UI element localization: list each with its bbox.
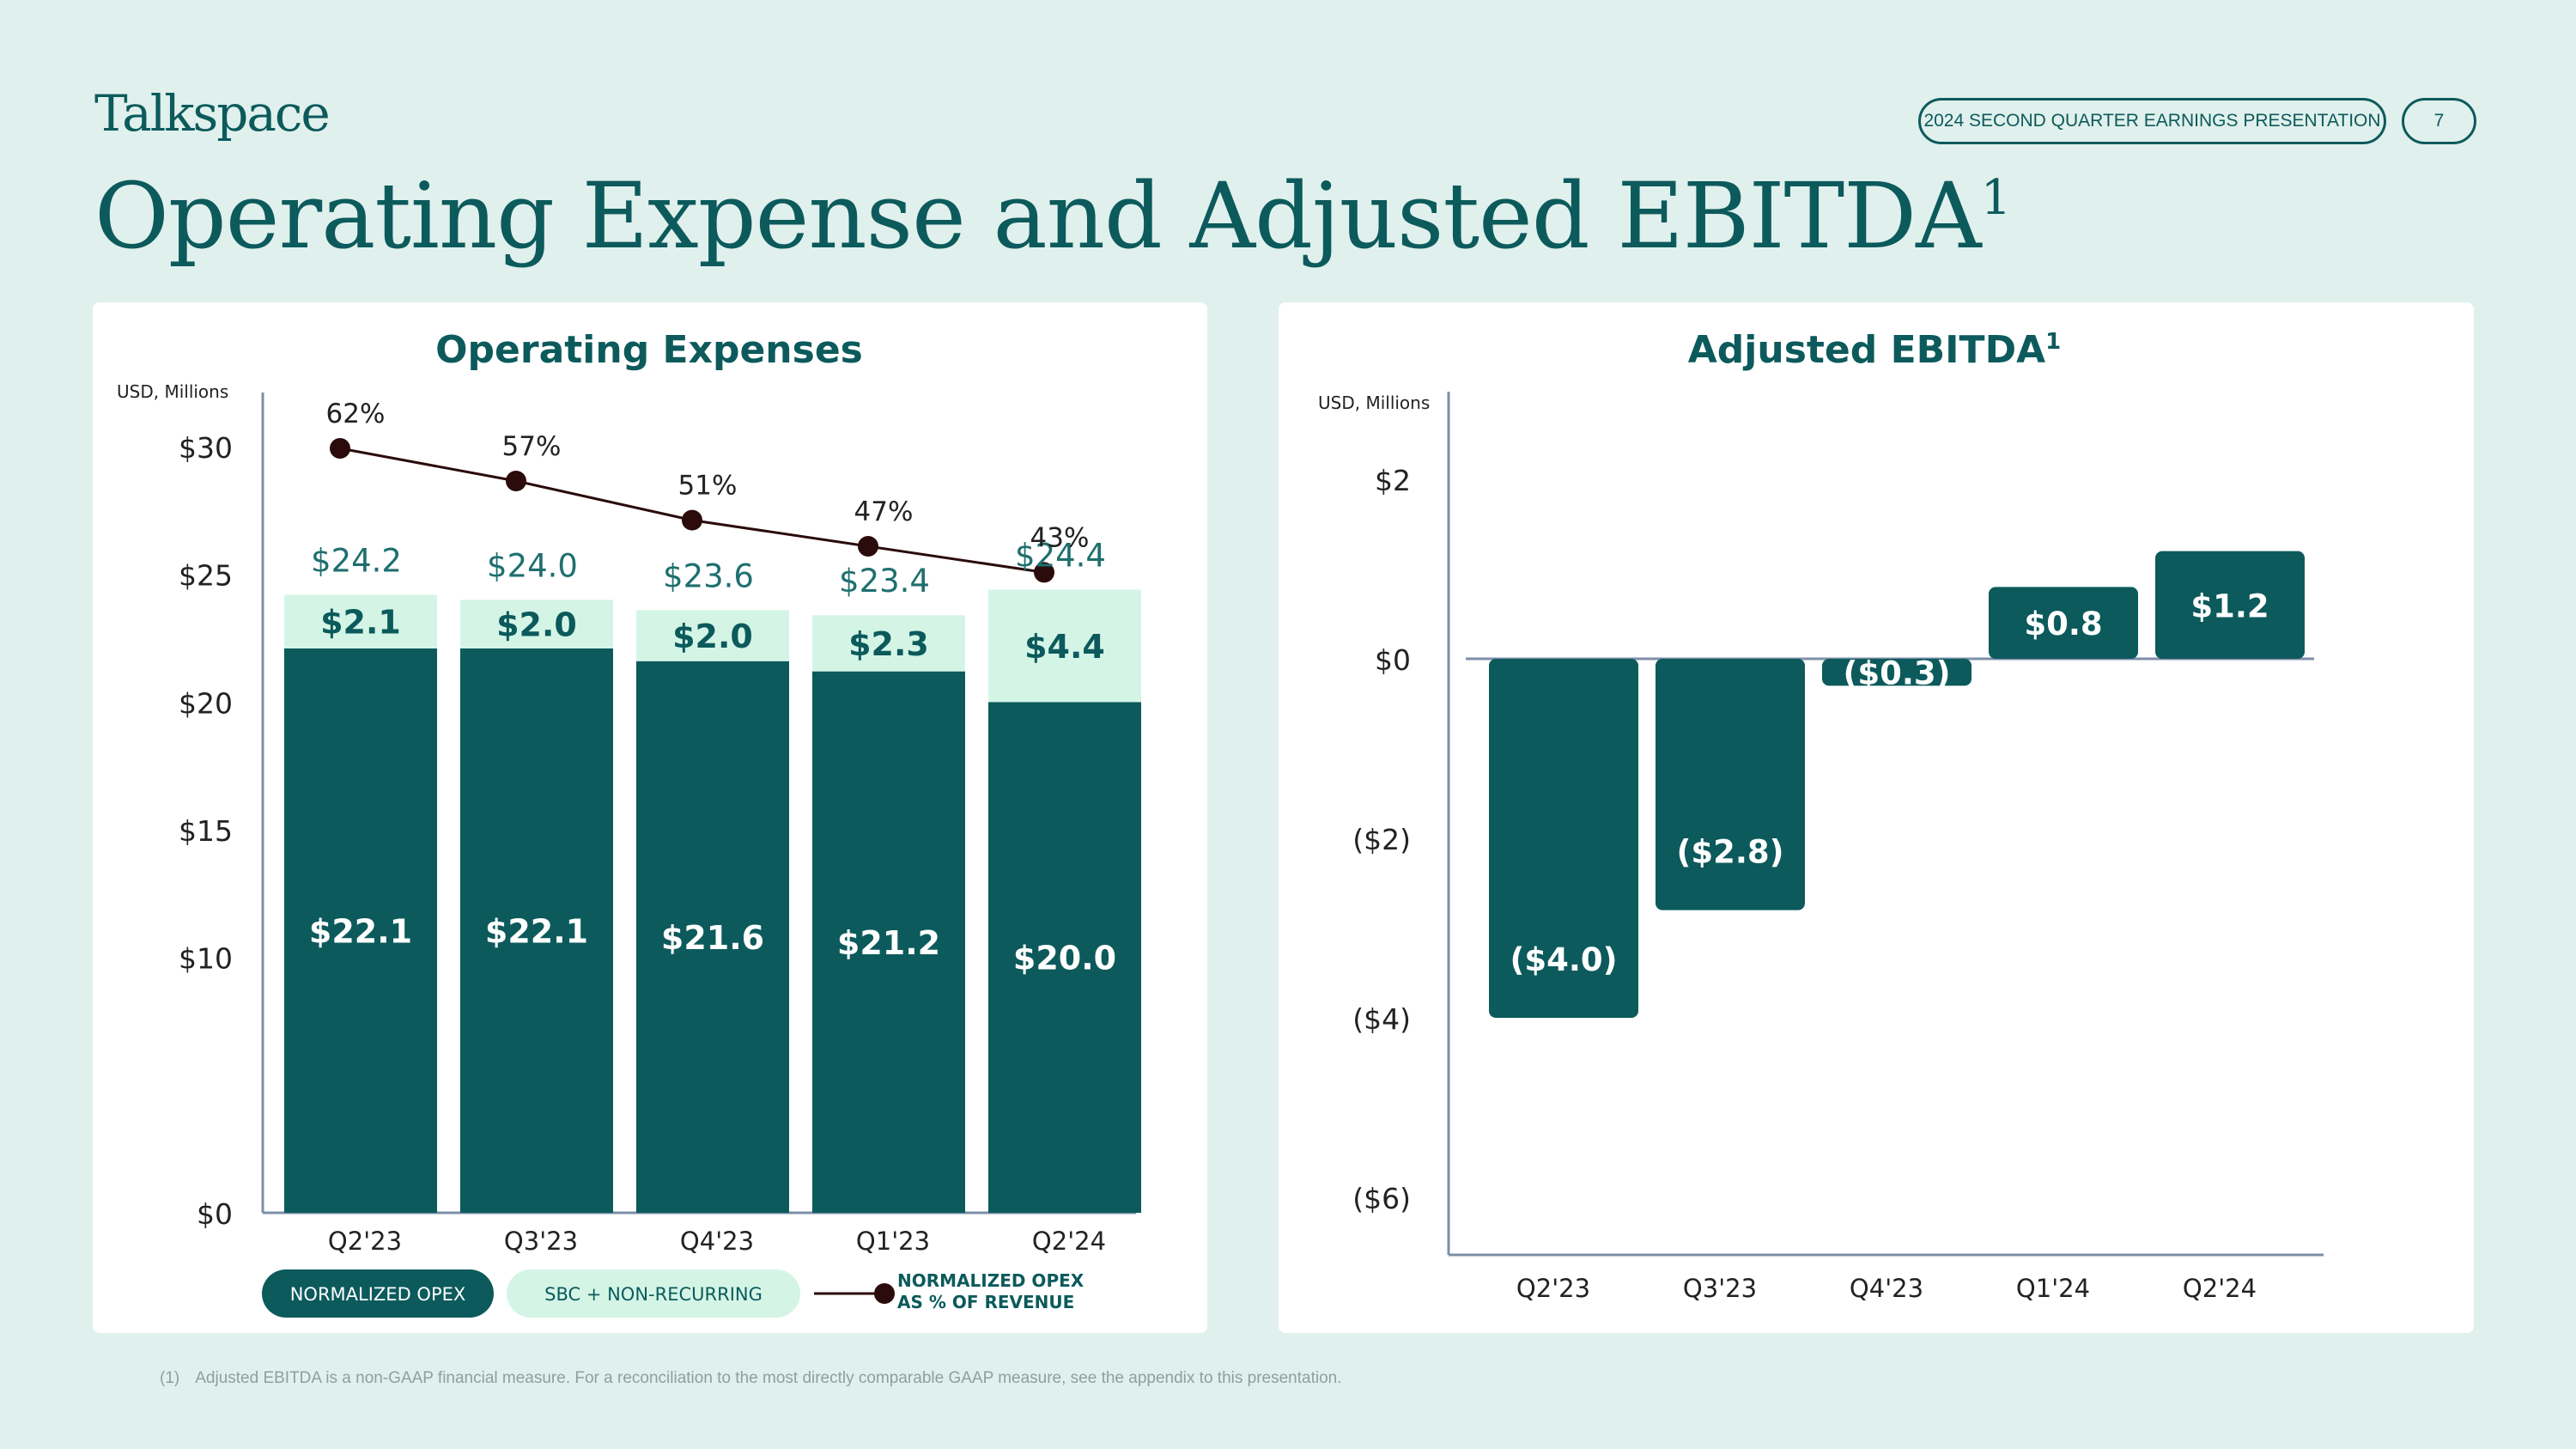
ebitda-y-tick-label: $0 (1375, 643, 1411, 677)
bar-sbc-nonrecurring (988, 589, 1141, 703)
opex-x-tick-label: Q2'23 (328, 1227, 402, 1256)
page-title-footnote-ref: 1 (1980, 170, 2012, 226)
opex-legend: NORMALIZED OPEX SBC + NON-RECURRING NORM… (262, 1269, 1084, 1318)
page-title-text: Operating Expense and Adjusted EBITDA (94, 163, 1982, 269)
page-title: Operating Expense and Adjusted EBITDA1 (94, 163, 2012, 269)
opex-y-tick-label: $30 (179, 431, 233, 465)
ebitda-chart: Adjusted EBITDA1 USD, Millions $2 $0 ($2) (… (1318, 328, 2324, 1303)
ebitda-chart-title-text: Adjusted EBITDA (1688, 328, 2045, 372)
ebitda-bar (1822, 659, 1971, 686)
sbc-value-label: $2.1 (320, 604, 401, 642)
bar-normalized-opex (284, 648, 437, 1213)
normalized-opex-value-label: $22.1 (485, 912, 588, 950)
ebitda-x-tick-label: Q1'24 (2016, 1274, 2090, 1303)
total-value-label: $24.0 (487, 547, 578, 584)
ebitda-bar (1656, 659, 1805, 910)
opex-percent-line (330, 438, 1054, 583)
percent-value-label: 47% (854, 496, 914, 527)
ebitda-value-label: ($4.0) (1510, 941, 1617, 978)
opex-y-unit-label: USD, Millions (117, 381, 228, 402)
opex-chart: Operating Expenses USD, Millions $0 $10 $1… (117, 328, 1141, 1318)
ebitda-bars: ($4.0) Q2'23 ($2.8) Q3'23 ($0.3) Q4'23 $0.8 Q1'… (1489, 551, 2305, 1303)
bar-normalized-opex (460, 648, 613, 1213)
percent-value-label: 43% (1030, 522, 1090, 553)
opex-y-tick-label: $0 (197, 1197, 233, 1231)
ebitda-bar (2155, 551, 2305, 659)
normalized-opex-value-label: $20.0 (1013, 940, 1116, 977)
ebitda-bar (1989, 587, 2138, 659)
total-value-label: $23.4 (839, 563, 930, 600)
ebitda-y-tick-label: $2 (1375, 464, 1411, 497)
legend-line-marker (874, 1283, 895, 1304)
normalized-opex-value-label: $21.2 (837, 924, 940, 962)
opex-x-tick-label: Q2'24 (1032, 1227, 1106, 1256)
percent-value-label: 57% (502, 431, 562, 462)
legend-line-label-1: NORMALIZED OPEX (897, 1270, 1084, 1291)
bar-normalized-opex (636, 661, 789, 1213)
ebitda-x-tick-label: Q2'23 (1516, 1274, 1590, 1303)
ebitda-value-label: $1.2 (2190, 588, 2269, 624)
legend-line-label-2: AS % OF REVENUE (897, 1292, 1074, 1312)
ebitda-bar (1489, 659, 1638, 1018)
bar-sbc-nonrecurring (812, 615, 965, 672)
page-number-badge: 7 (2402, 98, 2476, 144)
ebitda-y-unit-label: USD, Millions (1318, 393, 1430, 413)
legend-normalized-opex-label: NORMALIZED OPEX (290, 1284, 466, 1305)
opex-chart-title: Operating Expenses (435, 328, 863, 372)
percent-point (506, 471, 526, 491)
presentation-badge: 2024 SECOND QUARTER EARNINGS PRESENTATIO… (1918, 98, 2386, 144)
opex-x-tick-label: Q3'23 (504, 1227, 578, 1256)
ebitda-value-label: ($0.3) (1843, 655, 1950, 692)
percent-value-label: 62% (326, 399, 386, 429)
total-value-label: $23.6 (663, 557, 754, 594)
ebitda-x-tick-label: Q3'23 (1683, 1274, 1757, 1303)
sbc-value-label: $2.0 (672, 618, 753, 655)
percent-point (682, 509, 702, 531)
bar-normalized-opex (812, 671, 965, 1213)
opex-y-tick-label: $15 (179, 814, 233, 848)
footnote: (1) Adjusted EBITDA is a non-GAAP financi… (160, 1369, 1358, 1388)
opex-y-tick-label: $10 (179, 942, 233, 976)
sbc-value-label: $2.3 (848, 625, 929, 663)
legend-sbc-swatch (507, 1269, 800, 1318)
total-value-label: $24.4 (1015, 538, 1106, 575)
ebitda-value-label: $0.8 (2024, 606, 2102, 642)
opex-x-tick-label: Q1'23 (856, 1227, 930, 1256)
ebitda-y-tick-label: ($6) (1352, 1182, 1411, 1215)
opex-y-tick-label: $20 (179, 686, 233, 720)
opex-labels: $22.1 $2.1 $24.2 Q2'23 62% $22.1 $2.0 $24.0 Q3'2… (309, 399, 1116, 1256)
bar-sbc-nonrecurring (460, 600, 613, 648)
opex-panel: Operating Expenses USD, Millions $0 $10 $1… (93, 302, 1207, 1333)
percent-value-label: 51% (678, 471, 738, 502)
ebitda-y-tick-label: ($4) (1352, 1002, 1411, 1036)
legend-normalized-opex-swatch (262, 1269, 494, 1318)
ebitda-y-tick-label: ($2) (1352, 823, 1411, 856)
opex-bars (284, 589, 1141, 1213)
footnote-text: Adjusted EBITDA is a non-GAAP financial … (195, 1369, 1342, 1387)
ebitda-title-footnote-ref: 1 (2045, 329, 2061, 355)
ebitda-value-label: ($2.8) (1676, 834, 1783, 871)
ebitda-x-tick-label: Q2'24 (2183, 1274, 2257, 1303)
normalized-opex-value-label: $21.6 (661, 919, 764, 957)
legend-sbc-label: SBC + NON-RECURRING (544, 1284, 762, 1305)
percent-point (1034, 562, 1054, 583)
ebitda-x-tick-label: Q4'23 (1850, 1274, 1923, 1303)
opex-x-tick-label: Q4'23 (680, 1227, 754, 1256)
ebitda-panel: Adjusted EBITDA1 USD, Millions $2 $0 ($2) (… (1279, 302, 2474, 1333)
footnote-marker: (1) (160, 1369, 180, 1387)
ebitda-chart-title: Adjusted EBITDA1 (1688, 328, 2061, 372)
bar-sbc-nonrecurring (636, 610, 789, 661)
total-value-label: $24.2 (311, 542, 402, 579)
normalized-opex-value-label: $22.1 (309, 912, 412, 950)
bar-sbc-nonrecurring (284, 594, 437, 648)
percent-point (330, 438, 350, 459)
sbc-value-label: $2.0 (496, 606, 577, 644)
percent-point (858, 536, 878, 557)
opex-y-tick-label: $25 (179, 559, 233, 593)
brand-logo: Talkspace (94, 84, 331, 143)
bar-normalized-opex (988, 702, 1141, 1213)
sbc-value-label: $4.4 (1024, 628, 1105, 666)
